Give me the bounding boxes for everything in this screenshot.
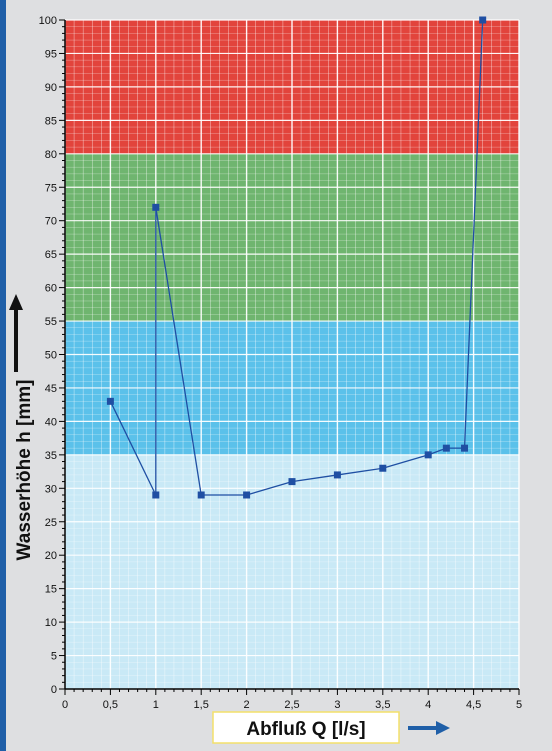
x-tick-label: 2: [244, 699, 250, 711]
y-tick-label: 65: [45, 249, 57, 261]
x-tick-label: 2,5: [284, 699, 299, 711]
x-tick-label: 3,5: [375, 699, 390, 711]
axes: [59, 19, 520, 695]
grid-lines: [64, 19, 520, 690]
y-tick-label: 15: [45, 584, 57, 596]
y-tick-label: 95: [45, 48, 57, 60]
data-point-marker: [442, 444, 450, 452]
tick-labels: 0 0,5 1 1,5 2 2,5 3 3,5 4 4,5 50510152025303540455…: [39, 15, 522, 711]
data-point-marker: [424, 451, 432, 459]
y-tick-label: 60: [45, 283, 57, 295]
y-tick-label: 55: [45, 316, 57, 328]
y-tick-label: 40: [45, 416, 57, 428]
data-point-marker: [152, 491, 160, 499]
y-tick-label: 50: [45, 350, 57, 362]
x-tick-label: 4,5: [466, 699, 481, 711]
y-tick-label: 0: [51, 684, 57, 696]
chart-frame: 0 0,5 1 1,5 2 2,5 3 3,5 4 4,5 5 0 5 10 15 20 25 30 35 40 45 5…: [6, 0, 552, 751]
x-tick-label: 0,5: [103, 699, 118, 711]
x-tick-label: 5: [516, 699, 522, 711]
data-point-marker: [106, 397, 114, 405]
data-point-marker: [197, 491, 205, 499]
y-tick-label: 5: [51, 651, 57, 663]
y-tick-label: 85: [45, 115, 57, 127]
y-tick-label: 75: [45, 182, 57, 194]
x-axis-title: Abfluß Q [l/s]: [246, 719, 365, 740]
x-tick-label: 1: [153, 699, 159, 711]
y-tick-label: 30: [45, 483, 57, 495]
data-point-marker: [461, 444, 469, 452]
y-tick-label: 100: [39, 15, 57, 27]
y-tick-label: 20: [45, 550, 57, 562]
data-point-marker: [333, 471, 341, 479]
y-axis-title: Wasserhöhe h [mm]: [14, 380, 35, 561]
x-tick-label: 0: [62, 699, 68, 711]
data-point-marker: [243, 491, 251, 499]
x-tick-label: 3: [334, 699, 340, 711]
y-tick-label: 90: [45, 82, 57, 94]
y-tick-label: 35: [45, 450, 57, 462]
x-tick-label: 1,5: [194, 699, 209, 711]
y-tick-label: 70: [45, 216, 57, 228]
series-layer: [106, 16, 487, 499]
data-point-marker: [479, 16, 487, 24]
x-axis-title-box: [212, 711, 400, 744]
y-axis-arrow-icon: [9, 294, 23, 372]
x-axis-arrow-icon: [408, 721, 450, 735]
data-point-marker: [152, 203, 160, 211]
chart-svg: 0 0,5 1 1,5 2 2,5 3 3,5 4 4,5 50510152025303540455…: [9, 15, 522, 744]
data-point-marker: [379, 464, 387, 472]
y-tick-label: 10: [45, 617, 57, 629]
y-tick-label: 45: [45, 383, 57, 395]
data-point-marker: [288, 478, 296, 486]
x-tick-label: 4: [425, 699, 431, 711]
y-tick-label: 80: [45, 149, 57, 161]
y-tick-label: 25: [45, 517, 57, 529]
